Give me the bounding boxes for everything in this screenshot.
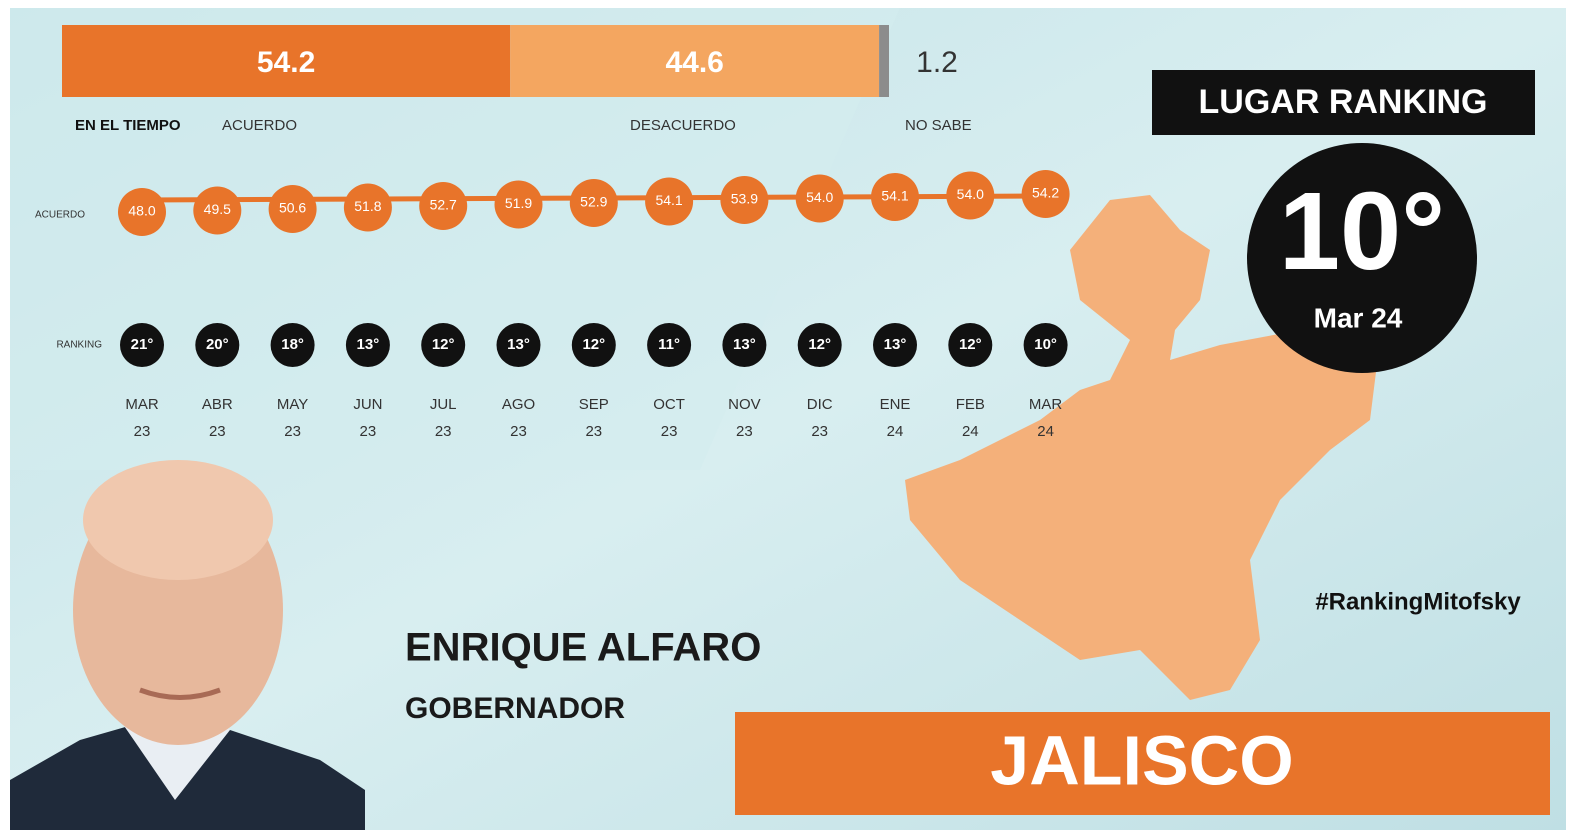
ranking-value: 12°: [582, 336, 605, 353]
month: SEP: [579, 396, 609, 413]
segment-label: NO SABE: [905, 117, 972, 134]
year: 23: [510, 423, 527, 440]
acuerdo-value: 54.1: [881, 188, 908, 204]
acuerdo-value: 52.7: [430, 197, 457, 213]
ranking-value: 12°: [808, 336, 831, 353]
acuerdo-value: 54.1: [655, 192, 682, 208]
acuerdo-value: 52.9: [580, 194, 607, 210]
page: LUGAR RANKING 10° Mar 24 #RankingMitofsk…: [0, 0, 1586, 840]
person-role: GOBERNADOR: [405, 692, 625, 725]
month: MAY: [277, 396, 308, 413]
acuerdo-value: 50.6: [279, 200, 306, 216]
infographic: LUGAR RANKING 10° Mar 24 #RankingMitofsk…: [0, 0, 1586, 840]
bar-value: 44.6: [665, 46, 723, 79]
timeline-title: EN EL TIEMPO: [75, 117, 181, 134]
month: JUL: [430, 396, 457, 413]
month: JUN: [353, 396, 382, 413]
month: MAR: [1029, 396, 1063, 413]
ranking-value: 13°: [357, 336, 380, 353]
year: 24: [887, 423, 904, 440]
month: FEB: [956, 396, 985, 413]
month: AGO: [502, 396, 535, 413]
ranking-value: 12°: [432, 336, 455, 353]
year: 23: [360, 423, 377, 440]
bar-segment: [879, 25, 889, 97]
month: ABR: [202, 396, 233, 413]
person-name: ENRIQUE ALFARO: [405, 626, 761, 670]
month: DIC: [807, 396, 833, 413]
acuerdo-value: 54.2: [1032, 185, 1059, 201]
month: NOV: [728, 396, 761, 413]
year: 23: [209, 423, 226, 440]
acuerdo-value: 51.8: [354, 198, 381, 214]
month: ENE: [880, 396, 911, 413]
ranking-value: 10°: [1279, 170, 1445, 293]
segment-label: ACUERDO: [222, 117, 297, 134]
hashtag: #RankingMitofsky: [1315, 588, 1521, 615]
segment-label: DESACUERDO: [630, 117, 736, 134]
state-name: JALISCO: [990, 721, 1293, 799]
ranking-value: 12°: [959, 336, 982, 353]
bar-value: 54.2: [257, 46, 315, 79]
ranking-date: Mar 24: [1314, 302, 1403, 333]
acuerdo-value: 51.9: [505, 195, 532, 211]
ranking-value: 13°: [733, 336, 756, 353]
row-label: ACUERDO: [35, 210, 85, 221]
ranking-value: 11°: [658, 336, 680, 353]
year: 23: [284, 423, 301, 440]
year: 23: [736, 423, 753, 440]
acuerdo-value: 53.9: [731, 191, 758, 207]
ranking-value: 13°: [507, 336, 530, 353]
ranking-value: 21°: [131, 336, 154, 353]
row-label: RANKING: [56, 340, 102, 351]
acuerdo-value: 54.0: [806, 189, 833, 205]
year: 24: [962, 423, 979, 440]
acuerdo-value: 54.0: [957, 186, 984, 202]
ranking-value: 18°: [281, 336, 304, 353]
ranking-value: 10°: [1034, 336, 1057, 353]
year: 23: [585, 423, 602, 440]
ranking-value: 13°: [884, 336, 907, 353]
month: MAR: [125, 396, 159, 413]
year: 24: [1037, 423, 1054, 440]
acuerdo-value: 49.5: [204, 201, 231, 217]
year: 23: [134, 423, 151, 440]
ranking-title: LUGAR RANKING: [1199, 83, 1488, 121]
month: OCT: [653, 396, 685, 413]
year: 23: [811, 423, 828, 440]
year: 23: [661, 423, 678, 440]
ranking-value: 20°: [206, 336, 229, 353]
acuerdo-value: 48.0: [128, 203, 155, 219]
year: 23: [435, 423, 452, 440]
bar-value: 1.2: [916, 46, 958, 79]
